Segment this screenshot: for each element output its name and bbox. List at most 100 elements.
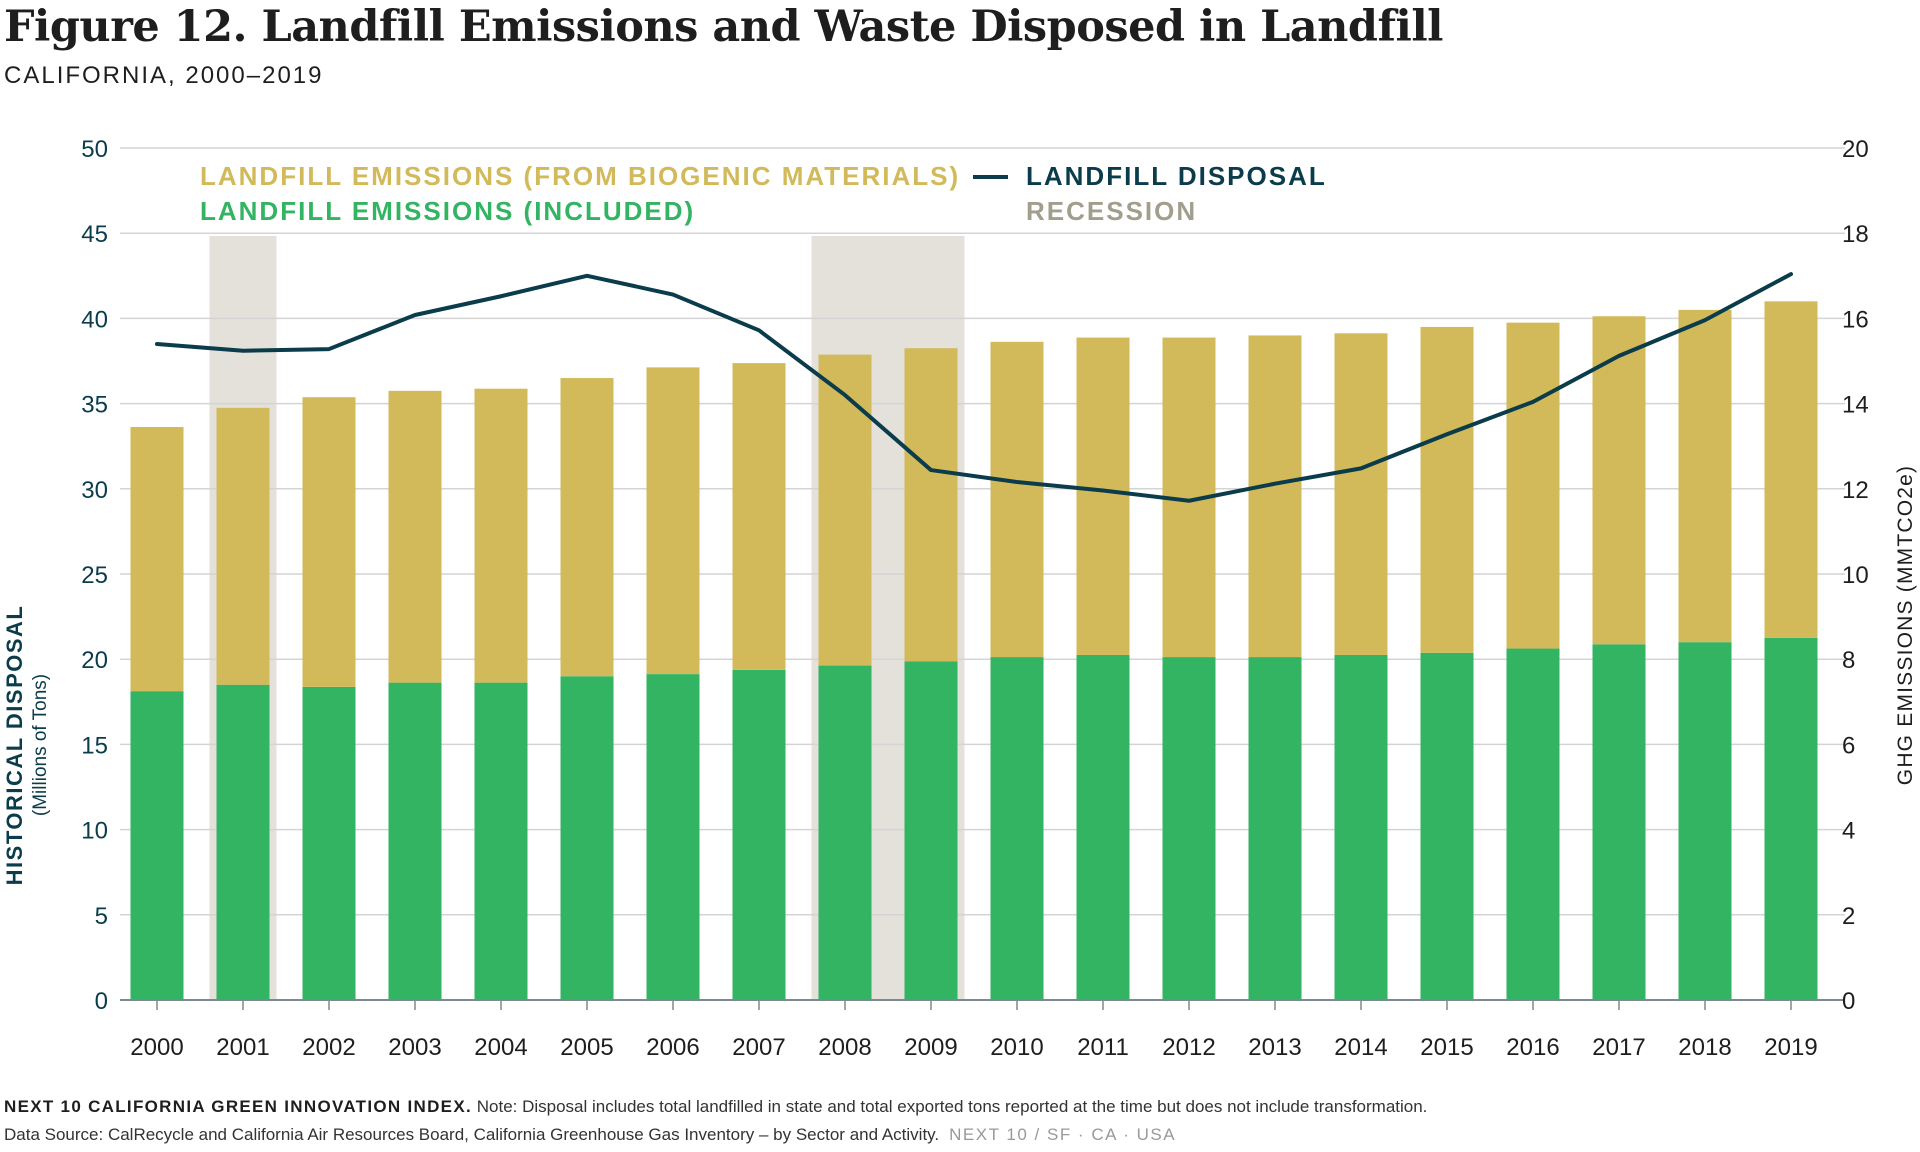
x-tick-label: 2006 bbox=[646, 1034, 699, 1061]
footer-source-line: Data Source: CalRecycle and California A… bbox=[4, 1125, 1176, 1145]
y-left-tick-label: 50 bbox=[81, 136, 108, 163]
legend-label-biogenic: LANDFILL EMISSIONS (FROM BIOGENIC MATERI… bbox=[200, 161, 960, 191]
x-tick-label: 2019 bbox=[1764, 1034, 1817, 1061]
y-right-tick-label: 16 bbox=[1842, 306, 1869, 333]
bar-emissions-biogenic bbox=[818, 354, 872, 666]
y-left-tick-label: 35 bbox=[81, 392, 108, 419]
bar-emissions-included bbox=[1678, 642, 1732, 1000]
x-tick-label: 2017 bbox=[1592, 1034, 1645, 1061]
bar-emissions-included bbox=[1334, 654, 1388, 1000]
y-right-tick-label: 8 bbox=[1842, 647, 1855, 674]
footer-brand: NEXT 10 / SF · CA · USA bbox=[949, 1125, 1177, 1144]
bar-emissions-included bbox=[474, 682, 528, 1000]
y-right-tick-label: 14 bbox=[1842, 392, 1869, 419]
chart: 0 5 10 15 20 25 30 35 40 45 50 0 2 4 6 8 10 12 14 16 18 20 200… bbox=[2, 136, 1917, 1061]
y-left-axis-subtitle: (Millions of Tons) bbox=[30, 674, 51, 816]
x-tick-label: 2005 bbox=[560, 1034, 613, 1061]
y-left-tick-label: 20 bbox=[81, 647, 108, 674]
bar-emissions-biogenic bbox=[732, 363, 786, 670]
x-tick-label: 2011 bbox=[1077, 1034, 1129, 1061]
bar-emissions-included bbox=[1764, 637, 1818, 1000]
footer-note-line: NEXT 10 CALIFORNIA GREEN INNOVATION INDE… bbox=[4, 1097, 1427, 1117]
bar-emissions-included bbox=[1162, 657, 1216, 1000]
bar-emissions-biogenic bbox=[990, 341, 1044, 658]
bar-emissions-included bbox=[818, 665, 872, 1000]
legend-label-recession: RECESSION bbox=[1026, 196, 1197, 226]
y-left-tick-label: 30 bbox=[81, 477, 108, 504]
footer-note: Note: Disposal includes total landfilled… bbox=[476, 1097, 1428, 1116]
y-right-tick-label: 20 bbox=[1842, 136, 1869, 163]
legend-label-included: LANDFILL EMISSIONS (INCLUDED) bbox=[200, 196, 695, 226]
x-tick-label: 2018 bbox=[1678, 1034, 1731, 1061]
y-left-tick-label: 5 bbox=[95, 903, 108, 930]
bar-emissions-biogenic bbox=[560, 378, 614, 677]
y-right-tick-label: 6 bbox=[1842, 732, 1855, 759]
bar-emissions-biogenic bbox=[388, 390, 442, 683]
x-tick-label: 2014 bbox=[1334, 1034, 1387, 1061]
disposal-line-series bbox=[155, 272, 1793, 503]
chart-title: Figure 12. Landfill Emissions and Waste … bbox=[4, 2, 1444, 52]
x-tick-label: 2002 bbox=[302, 1034, 355, 1061]
x-tick-label: 2013 bbox=[1248, 1034, 1301, 1061]
y-right-axis-title: GHG EMISSIONS (MMTCO2e) bbox=[1894, 465, 1917, 785]
y-right-tick-label: 18 bbox=[1842, 221, 1869, 248]
bar-emissions-included bbox=[388, 682, 442, 1000]
y-right-tick-label: 10 bbox=[1842, 562, 1869, 589]
bar-emissions-biogenic bbox=[1678, 309, 1732, 643]
bar-emissions-biogenic bbox=[130, 427, 184, 692]
y-left-tick-label: 45 bbox=[81, 221, 108, 248]
bar-emissions-included bbox=[560, 676, 614, 1000]
x-tick-label: 2003 bbox=[388, 1034, 441, 1061]
footer-org: NEXT 10 CALIFORNIA GREEN INNOVATION INDE… bbox=[4, 1097, 472, 1116]
bar-emissions-included bbox=[990, 657, 1044, 1000]
bar-emissions-included bbox=[302, 686, 356, 1000]
x-tick-label: 2007 bbox=[732, 1034, 785, 1061]
bar-emissions-biogenic bbox=[302, 397, 356, 687]
bar-emissions-included bbox=[1076, 654, 1130, 1000]
bar-emissions-biogenic bbox=[904, 348, 958, 662]
y-left-axis-title: HISTORICAL DISPOSAL bbox=[2, 605, 27, 886]
bar-emissions-included bbox=[216, 684, 270, 1000]
x-tick-label: 2000 bbox=[130, 1034, 183, 1061]
bar-emissions-biogenic bbox=[1592, 316, 1646, 645]
x-tick-label: 2010 bbox=[990, 1034, 1043, 1061]
gridlines bbox=[120, 147, 1845, 1001]
y-left-tick-label: 0 bbox=[95, 988, 108, 1015]
bar-series bbox=[130, 301, 1818, 1000]
x-tick-label: 2012 bbox=[1162, 1034, 1215, 1061]
x-tick-label: 2001 bbox=[216, 1034, 269, 1061]
bar-emissions-included bbox=[904, 661, 958, 1000]
bar-emissions-included bbox=[646, 674, 700, 1000]
bar-emissions-included bbox=[732, 669, 786, 1000]
x-tick-label: 2015 bbox=[1420, 1034, 1473, 1061]
chart-subtitle: CALIFORNIA, 2000–2019 bbox=[4, 62, 324, 89]
bar-emissions-biogenic bbox=[1334, 333, 1388, 655]
x-tick-label: 2008 bbox=[818, 1034, 871, 1061]
x-tick-label: 2004 bbox=[474, 1034, 527, 1061]
bar-emissions-biogenic bbox=[1076, 337, 1130, 655]
bar-emissions-included bbox=[1420, 652, 1474, 1000]
y-right-tick-label: 2 bbox=[1842, 903, 1855, 930]
bar-emissions-included bbox=[1592, 644, 1646, 1000]
y-right-tick-label: 4 bbox=[1842, 818, 1855, 845]
axes: 0 5 10 15 20 25 30 35 40 45 50 0 2 4 6 8 10 12 14 16 18 20 200… bbox=[2, 136, 1917, 1061]
bar-emissions-biogenic bbox=[474, 388, 528, 683]
y-left-tick-label: 25 bbox=[81, 562, 108, 589]
legend-label-disposal: LANDFILL DISPOSAL bbox=[1026, 161, 1327, 191]
bar-emissions-included bbox=[1506, 648, 1560, 1000]
y-left-tick-label: 40 bbox=[81, 306, 108, 333]
bar-emissions-biogenic bbox=[1764, 301, 1818, 638]
bar-emissions-included bbox=[1248, 657, 1302, 1000]
x-tick-label: 2009 bbox=[904, 1034, 957, 1061]
y-right-tick-label: 0 bbox=[1842, 988, 1855, 1015]
bar-emissions-included bbox=[130, 691, 184, 1000]
bar-emissions-biogenic bbox=[1506, 322, 1560, 649]
disposal-line bbox=[155, 272, 1793, 503]
y-right-tick-label: 12 bbox=[1842, 477, 1869, 504]
x-tick-label: 2016 bbox=[1506, 1034, 1559, 1061]
legend: LANDFILL EMISSIONS (FROM BIOGENIC MATERI… bbox=[200, 161, 1327, 226]
bar-emissions-biogenic bbox=[216, 407, 270, 685]
bar-emissions-biogenic bbox=[646, 367, 700, 675]
bar-emissions-biogenic bbox=[1248, 335, 1302, 658]
bar-emissions-biogenic bbox=[1420, 326, 1474, 653]
